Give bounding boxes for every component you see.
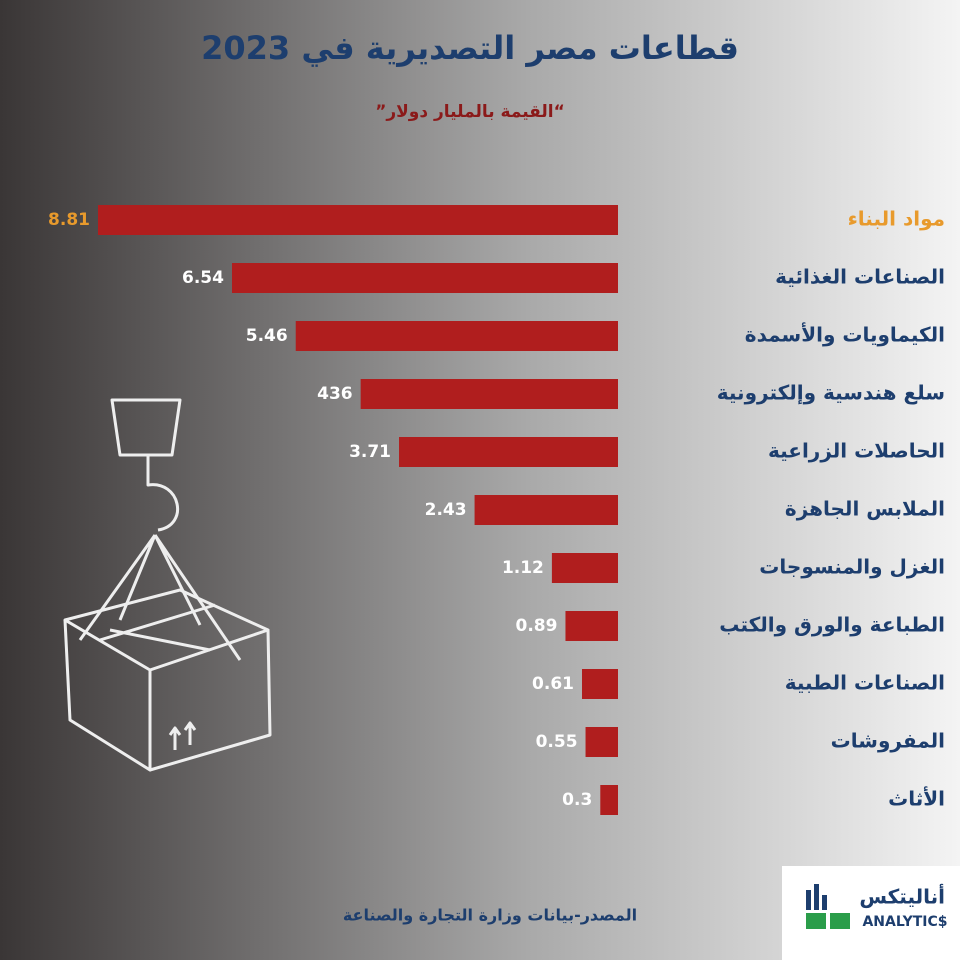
logo-name: أناليتكس xyxy=(859,883,945,909)
bar xyxy=(581,669,618,699)
value-label: 3.71 xyxy=(349,442,391,462)
logo-name-en: ANALYTIC$ xyxy=(862,914,947,930)
value-label: 0.55 xyxy=(536,732,578,752)
logo-icon xyxy=(806,884,850,929)
chart-title: قطاعات مصر التصديرية في 2023 xyxy=(201,29,739,67)
category-label: مواد البناء xyxy=(848,207,945,231)
bar xyxy=(360,379,618,409)
value-label: 5.46 xyxy=(246,326,288,346)
source-note: المصدر-بيانات وزارة التجارة والصناعة xyxy=(343,906,637,925)
category-label: الغزل والمنسوجات xyxy=(759,555,945,579)
value-label: 0.3 xyxy=(562,790,592,810)
value-label: 2.43 xyxy=(425,500,467,520)
crate-illustration xyxy=(63,398,272,772)
bar xyxy=(565,611,618,641)
bar xyxy=(231,263,618,293)
bar xyxy=(474,495,618,525)
bar xyxy=(399,437,618,467)
bar xyxy=(585,727,618,757)
value-label: 0.89 xyxy=(516,616,558,636)
category-label: الملابس الجاهزة xyxy=(785,497,945,521)
value-label: 0.61 xyxy=(532,674,574,694)
category-label: الحاصلات الزراعية xyxy=(768,439,945,463)
category-label: الكيماويات والأسمدة xyxy=(745,322,945,347)
chart-subtitle: “القيمة بالمليار دولار” xyxy=(375,102,565,122)
value-label: 436 xyxy=(317,384,353,404)
category-label: الصناعات الغذائية xyxy=(775,265,945,289)
value-label: 1.12 xyxy=(502,558,544,578)
category-label: سلع هندسية وإلكترونية xyxy=(717,381,945,405)
value-label: 6.54 xyxy=(182,268,224,288)
bar xyxy=(98,205,618,235)
category-label: الطباعة والورق والكتب xyxy=(719,613,945,637)
value-label: 8.81 xyxy=(48,210,90,230)
category-label: المفروشات xyxy=(831,729,945,753)
bar xyxy=(295,321,618,351)
bar xyxy=(551,553,618,583)
category-label: الصناعات الطبية xyxy=(785,671,945,695)
category-label: الأثاث xyxy=(888,786,945,811)
bar xyxy=(600,785,618,815)
